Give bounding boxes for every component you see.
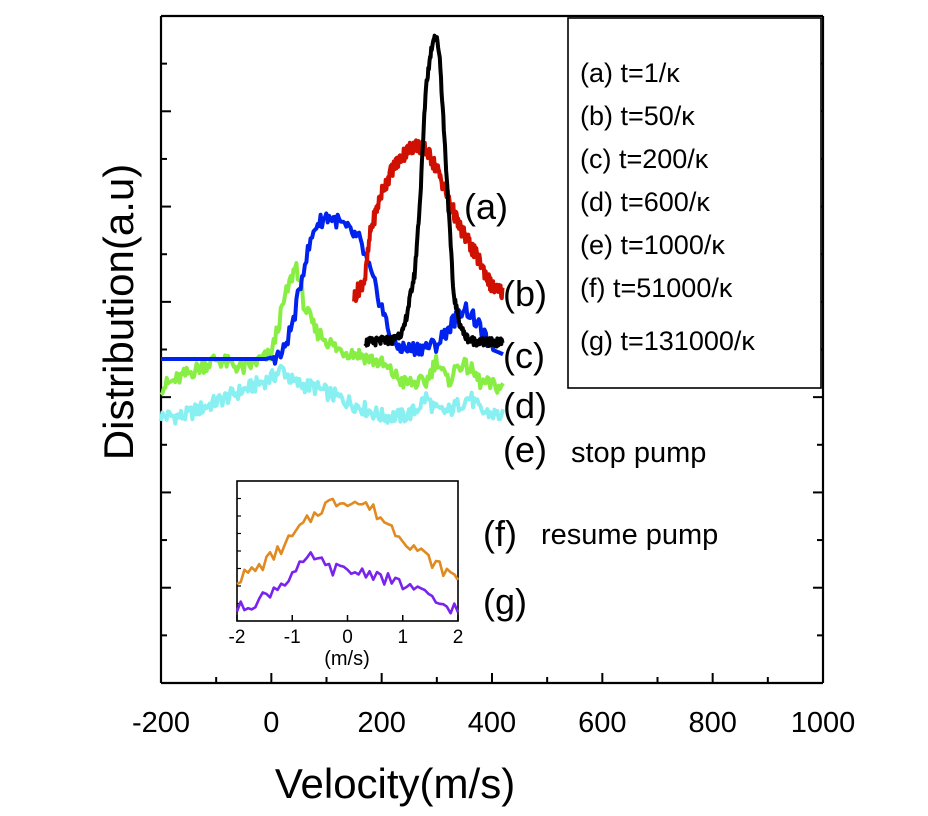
x-ticks: -200 0 200 400 600 800 1000 — [132, 673, 855, 739]
inset-x-tick-label: 1 — [397, 627, 408, 648]
inset-x-tick-label: 2 — [453, 627, 464, 648]
annotation-a: (a) — [464, 186, 508, 227]
x-tick-label: -200 — [132, 707, 190, 739]
x-tick-label: 200 — [357, 707, 405, 739]
inset-x-tick-label: -2 — [229, 627, 246, 648]
legend-entry-c: (c) t=200/κ — [580, 144, 709, 174]
annotation-e: (e) — [503, 429, 547, 470]
series-lines — [159, 33, 505, 426]
series-line-c — [160, 211, 504, 366]
x-tick-label: 600 — [578, 707, 626, 739]
inset-ticks: -2 -1 0 1 2 — [229, 497, 464, 648]
x-axis-label: Velocity(m/s) — [275, 760, 515, 807]
inset-series-line-g — [235, 551, 460, 615]
x-tick-label: 400 — [468, 707, 516, 739]
legend-entry-a: (a) t=1/κ — [580, 58, 680, 88]
inset-series — [235, 497, 460, 615]
inset-x-tick-label: -1 — [284, 627, 301, 648]
legend-entry-f: (f) t=51000/κ — [580, 273, 733, 303]
inset-x-label: (m/s) — [324, 648, 370, 670]
inset-chart: -2 -1 0 1 2 (m/s) — [229, 480, 464, 670]
series-line-e — [159, 363, 505, 426]
x-tick-label: 1000 — [791, 707, 856, 739]
series-line-a — [363, 33, 505, 349]
annotation-resume-pump: resume pump — [541, 519, 718, 551]
legend-entry-e: (e) t=1000/κ — [580, 230, 725, 260]
legend: (a) t=1/κ (b) t=50/κ (c) t=200/κ (d) t=6… — [567, 17, 822, 389]
annotation-d: (d) — [503, 385, 547, 426]
y-axis-label: Distribution(a.u) — [95, 164, 142, 460]
legend-entry-d: (d) t=600/κ — [580, 187, 710, 217]
annotation-stop-pump: stop pump — [571, 437, 706, 469]
inset-series-line-f — [236, 497, 460, 586]
x-tick-label: 0 — [263, 707, 279, 739]
legend-entry-g: (g) t=131000/κ — [580, 326, 755, 356]
legend-entry-b: (b) t=50/κ — [580, 101, 695, 131]
annotation-b: (b) — [503, 273, 547, 314]
series-line-b — [352, 138, 505, 303]
annotation-f: (f) — [483, 513, 517, 554]
x-tick-label: 800 — [688, 707, 736, 739]
annotation-c: (c) — [503, 335, 545, 376]
inset-x-tick-label: 0 — [342, 627, 353, 648]
legend-box — [567, 17, 822, 389]
annotation-g: (g) — [483, 581, 527, 622]
